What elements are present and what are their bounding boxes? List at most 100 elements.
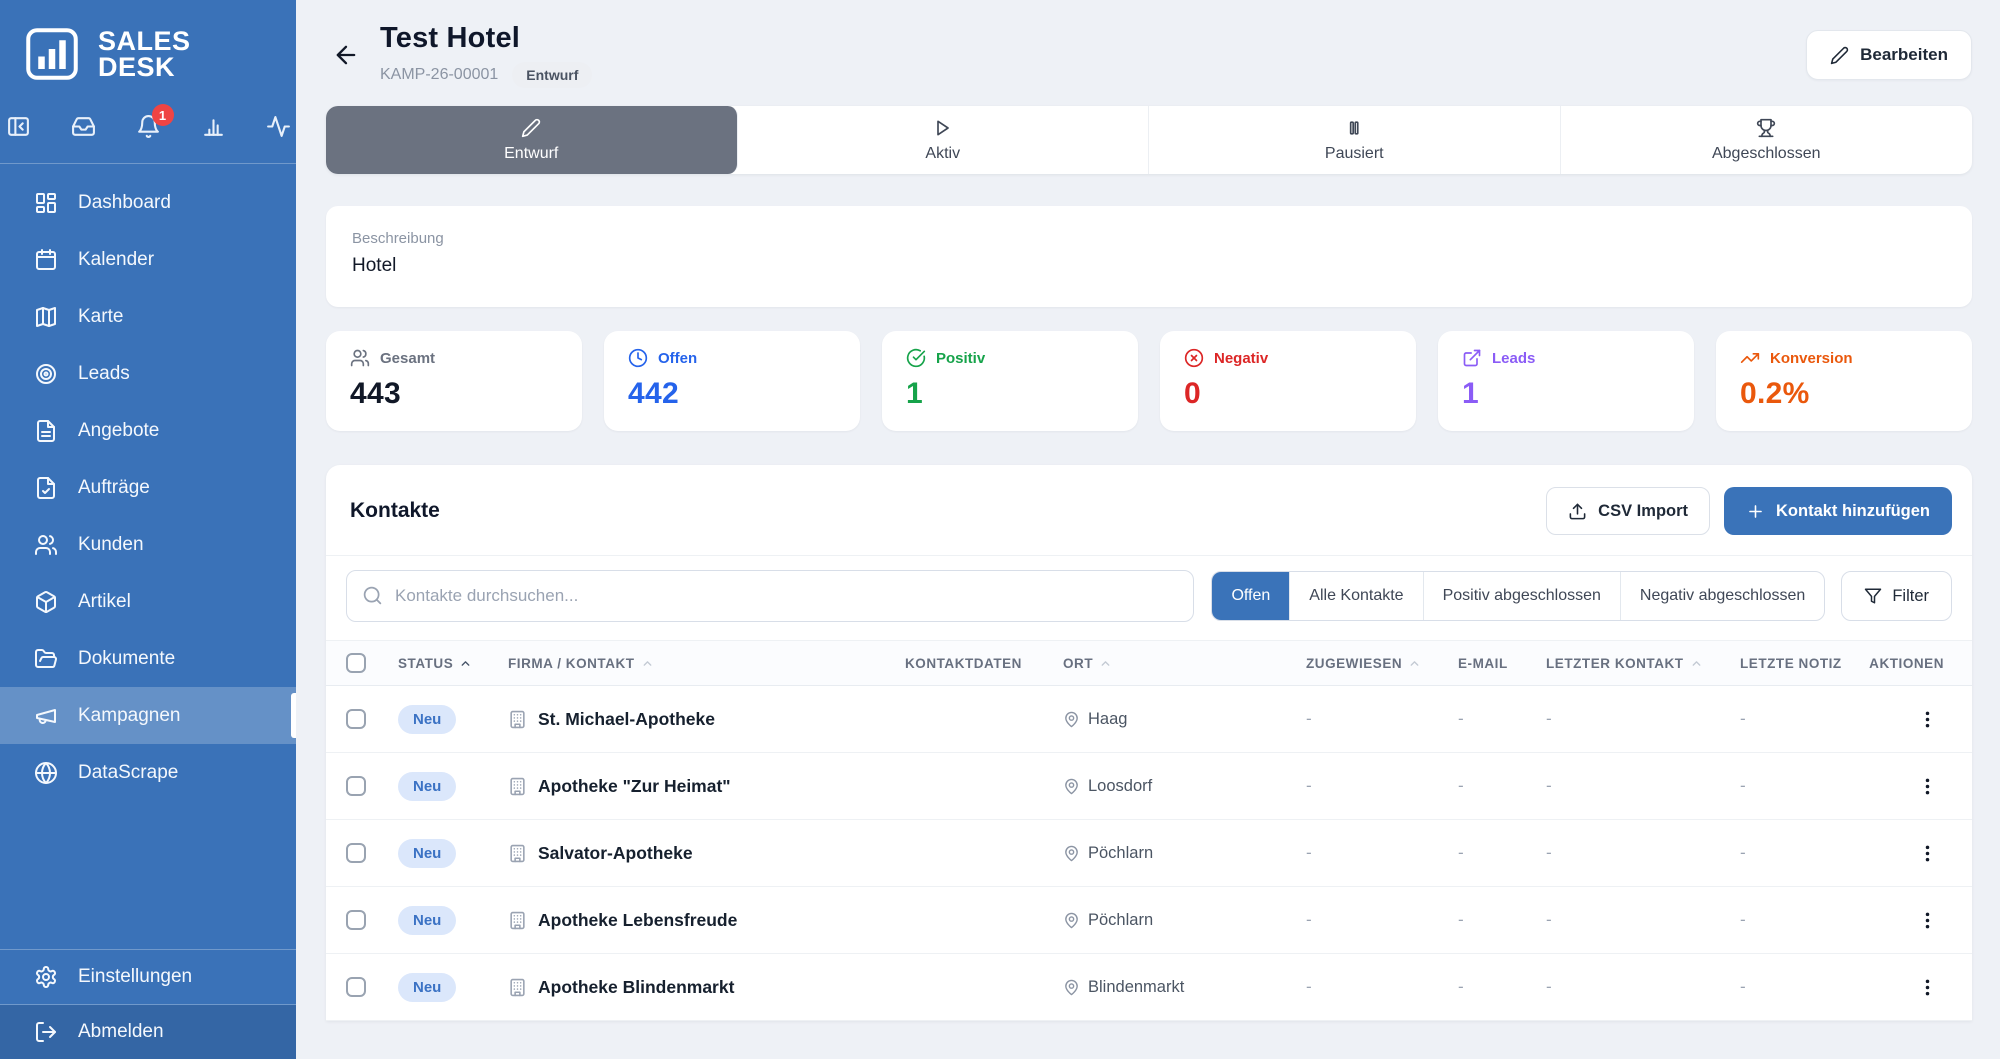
- add-contact-button[interactable]: Kontakt hinzufügen: [1724, 487, 1952, 535]
- external-link-icon: [1462, 348, 1482, 368]
- col-kontaktdaten: KONTAKTDATEN: [905, 655, 1022, 671]
- campaign-code: KAMP-26-00001: [380, 66, 499, 83]
- cell-email: -: [1458, 843, 1464, 862]
- description-value: Hotel: [352, 255, 397, 276]
- row-actions-kebab-icon[interactable]: [1880, 977, 1952, 998]
- sidebar-item-auftraege[interactable]: Aufträge: [0, 459, 296, 516]
- search-input[interactable]: [346, 570, 1194, 622]
- filter-button[interactable]: Filter: [1841, 571, 1952, 621]
- map-icon: [34, 305, 58, 329]
- cell-letzte-notiz: -: [1740, 910, 1746, 929]
- row-checkbox[interactable]: [346, 910, 366, 930]
- notification-count-badge: 1: [151, 104, 174, 126]
- funnel-icon: [1864, 587, 1882, 605]
- sidebar-item-angebote[interactable]: Angebote: [0, 402, 296, 459]
- map-pin-icon: [1063, 979, 1080, 996]
- sidebar-footer: Einstellungen Abmelden: [0, 949, 296, 1059]
- sidebar-item-leads[interactable]: Leads: [0, 345, 296, 402]
- cell-zugewiesen: -: [1306, 776, 1312, 795]
- sidebar-item-dokumente[interactable]: Dokumente: [0, 630, 296, 687]
- back-arrow-icon[interactable]: [326, 35, 366, 75]
- table-row[interactable]: Neu Apotheke Lebensfreude Pöchlarn - - -…: [326, 887, 1972, 954]
- row-actions-kebab-icon[interactable]: [1880, 910, 1952, 931]
- col-letzter-kontakt[interactable]: LETZTER KONTAKT: [1546, 656, 1740, 671]
- cell-zugewiesen: -: [1306, 910, 1312, 929]
- row-checkbox[interactable]: [346, 709, 366, 729]
- table-row[interactable]: Neu Apotheke Blindenmarkt Blindenmarkt -…: [326, 954, 1972, 1021]
- plus-icon: [1746, 502, 1765, 521]
- table-row[interactable]: Neu Apotheke "Zur Heimat" Loosdorf - - -…: [326, 753, 1972, 820]
- trending-up-icon: [1740, 348, 1760, 368]
- segment-alle-kontakte[interactable]: Alle Kontakte: [1290, 572, 1424, 620]
- cell-letzte-notiz: -: [1740, 709, 1746, 728]
- cell-zugewiesen: -: [1306, 709, 1312, 728]
- users-icon: [350, 348, 370, 368]
- users-icon: [34, 533, 58, 557]
- sidebar-item-datascrape[interactable]: DataScrape: [0, 744, 296, 801]
- description-label: Beschreibung: [352, 230, 444, 247]
- row-actions-kebab-icon[interactable]: [1880, 776, 1952, 797]
- sidebar-item-kalender[interactable]: Kalender: [0, 231, 296, 288]
- app-name: SALES DESK: [98, 25, 191, 82]
- bar-chart-icon[interactable]: [201, 114, 226, 139]
- tab-entwurf[interactable]: Entwurf: [326, 106, 738, 174]
- cell-letzter-kontakt: -: [1546, 776, 1552, 795]
- cell-firma: Salvator-Apotheke: [508, 843, 905, 864]
- col-aktionen: AKTIONEN: [1869, 655, 1944, 671]
- tab-aktiv[interactable]: Aktiv: [738, 106, 1149, 174]
- dashboard-icon: [34, 191, 58, 215]
- tab-abgeschlossen[interactable]: Abgeschlossen: [1561, 106, 1973, 174]
- activity-icon[interactable]: [266, 114, 291, 139]
- tab-pausiert[interactable]: Pausiert: [1149, 106, 1561, 174]
- select-all-checkbox[interactable]: [346, 653, 366, 673]
- cell-zugewiesen: -: [1306, 843, 1312, 862]
- cell-firma: Apotheke "Zur Heimat": [508, 776, 905, 797]
- row-actions-kebab-icon[interactable]: [1880, 709, 1952, 730]
- row-checkbox[interactable]: [346, 977, 366, 997]
- bar-chart-logo-icon: [26, 28, 78, 80]
- collapse-sidebar-icon[interactable]: [6, 114, 31, 139]
- main-content: Test Hotel KAMP-26-00001 Entwurf Bearbei…: [296, 0, 2000, 1059]
- package-icon: [34, 590, 58, 614]
- sidebar-footer-divider-2: [0, 1004, 296, 1005]
- sidebar-item-karte[interactable]: Karte: [0, 288, 296, 345]
- notifications-bell-icon[interactable]: 1: [136, 104, 174, 139]
- sidebar-item-artikel[interactable]: Artikel: [0, 573, 296, 630]
- col-status[interactable]: STATUS: [398, 656, 508, 671]
- segment-positiv-abgeschlossen[interactable]: Positiv abgeschlossen: [1424, 572, 1621, 620]
- sidebar-toolbar: 1: [0, 94, 296, 163]
- table-row[interactable]: Neu Salvator-Apotheke Pöchlarn - - - -: [326, 820, 1972, 887]
- cell-letzter-kontakt: -: [1546, 843, 1552, 862]
- sidebar-item-abmelden[interactable]: Abmelden: [0, 1005, 296, 1059]
- title-block: Test Hotel KAMP-26-00001 Entwurf: [380, 22, 593, 88]
- search-wrap: [346, 570, 1194, 622]
- col-ort[interactable]: ORT: [1063, 656, 1306, 671]
- col-firma-kontakt[interactable]: FIRMA / KONTAKT: [508, 656, 905, 671]
- segment-offen[interactable]: Offen: [1212, 572, 1291, 620]
- table-row[interactable]: Neu St. Michael-Apotheke Haag - - - -: [326, 686, 1972, 753]
- play-icon: [933, 118, 953, 138]
- inbox-icon[interactable]: [71, 114, 96, 139]
- pencil-icon: [1830, 46, 1849, 65]
- stat-card-leads: Leads 1: [1438, 331, 1694, 431]
- segment-negativ-abgeschlossen[interactable]: Negativ abgeschlossen: [1639, 587, 1806, 604]
- sort-caret-icon: [641, 657, 654, 670]
- row-actions-kebab-icon[interactable]: [1880, 843, 1952, 864]
- cell-email: -: [1458, 709, 1464, 728]
- sidebar-item-kunden[interactable]: Kunden: [0, 516, 296, 573]
- csv-import-button[interactable]: CSV Import: [1546, 487, 1711, 535]
- target-icon: [34, 362, 58, 386]
- edit-button[interactable]: Bearbeiten: [1806, 30, 1972, 80]
- sidebar-item-dashboard[interactable]: Dashboard: [0, 174, 296, 231]
- row-checkbox[interactable]: [346, 776, 366, 796]
- stats-row: Gesamt 443 Offen 442 Positiv 1 Negativ 0…: [326, 331, 1972, 431]
- sidebar-item-einstellungen[interactable]: Einstellungen: [0, 950, 296, 1004]
- sidebar-item-kampagnen[interactable]: Kampagnen: [0, 687, 296, 744]
- stat-card-positiv: Positiv 1: [882, 331, 1138, 431]
- building-icon: [508, 844, 527, 863]
- row-checkbox[interactable]: [346, 843, 366, 863]
- sort-caret-icon: [459, 657, 472, 670]
- col-zugewiesen[interactable]: ZUGEWIESEN: [1306, 656, 1458, 671]
- status-badge-neu: Neu: [398, 972, 457, 1002]
- contact-filter-segments: Offen Alle Kontakte Positiv abgeschlosse…: [1211, 571, 1826, 621]
